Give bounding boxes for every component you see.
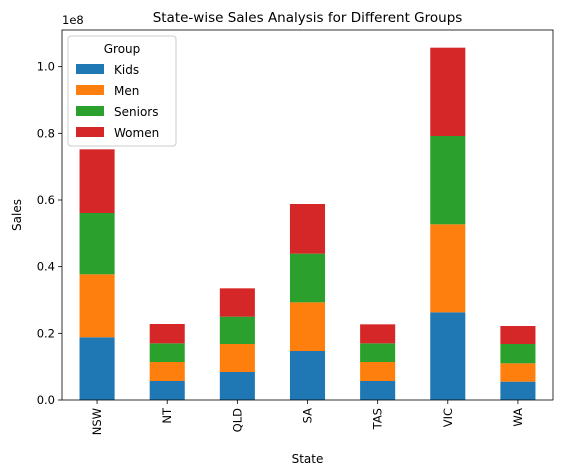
bar-sa-women <box>289 204 326 254</box>
bar-sa-seniors <box>289 253 326 303</box>
legend-swatch-kids <box>76 64 104 74</box>
y-axis-offset-text: 1e8 <box>62 13 84 27</box>
bar-tas-kids <box>360 381 396 400</box>
legend-title: Group <box>104 42 141 56</box>
bar-qld-women <box>219 288 255 317</box>
bar-wa-kids <box>500 381 536 400</box>
x-tick-label-vic: VIC <box>441 408 455 427</box>
x-axis-label: State <box>292 452 324 466</box>
bar-vic-men <box>430 224 466 313</box>
bar-sa-kids <box>289 351 326 400</box>
bar-wa-seniors <box>500 344 536 364</box>
chart-title: State-wise Sales Analysis for Different … <box>153 10 463 26</box>
legend-label-men: Men <box>114 84 139 98</box>
bar-vic-seniors <box>430 136 466 225</box>
legend-swatch-women <box>76 127 104 137</box>
bar-wa-men <box>500 363 536 382</box>
y-tick-label: 0.6 <box>37 193 55 207</box>
bar-wa-women <box>500 326 536 344</box>
y-tick-label: 0.2 <box>37 326 55 340</box>
x-tick-label-nsw: NSW <box>90 408 104 435</box>
x-tick-label-tas: TAS <box>371 408 385 430</box>
x-tick-label-sa: SA <box>301 408 315 424</box>
legend-label-kids: Kids <box>114 63 139 77</box>
legend: Group Kids Men Seniors Women <box>67 35 177 147</box>
x-tick-label-wa: WA <box>511 408 525 427</box>
bar-nsw-kids <box>79 337 115 400</box>
y-tick-label: 0.0 <box>37 393 55 407</box>
bar-nt-kids <box>149 381 185 400</box>
bar-qld-men <box>219 344 255 372</box>
y-tick-label: 0.4 <box>37 260 55 274</box>
y-axis-label: Sales <box>10 199 24 231</box>
bar-tas-women <box>360 324 396 344</box>
bar-vic-women <box>430 47 466 136</box>
bar-nt-seniors <box>149 343 185 362</box>
bar-nsw-men <box>79 274 115 338</box>
bar-tas-seniors <box>360 343 396 362</box>
bar-qld-kids <box>219 372 255 400</box>
bar-sa-men <box>289 302 326 351</box>
x-axis: NSW NT QLD SA TAS VIC WA <box>90 400 525 435</box>
bar-qld-seniors <box>219 316 255 344</box>
bar-nt-men <box>149 362 185 381</box>
legend-label-women: Women <box>114 126 159 140</box>
bar-tas-men <box>360 362 396 381</box>
legend-swatch-men <box>76 85 104 95</box>
plot-area <box>79 47 536 400</box>
x-tick-label-nt: NT <box>160 407 174 424</box>
y-tick-label: 0.8 <box>37 126 55 140</box>
bar-nt-women <box>149 324 185 344</box>
bar-vic-kids <box>430 312 466 400</box>
legend-label-seniors: Seniors <box>114 105 158 119</box>
y-tick-label: 1.0 <box>37 60 55 74</box>
legend-swatch-seniors <box>76 106 104 116</box>
x-tick-label-qld: QLD <box>230 408 244 432</box>
bar-nsw-seniors <box>79 213 115 275</box>
y-axis: 0.0 0.2 0.4 0.6 0.8 1.0 <box>37 60 62 407</box>
legend-box <box>67 35 177 147</box>
bar-nsw-women <box>79 149 115 213</box>
